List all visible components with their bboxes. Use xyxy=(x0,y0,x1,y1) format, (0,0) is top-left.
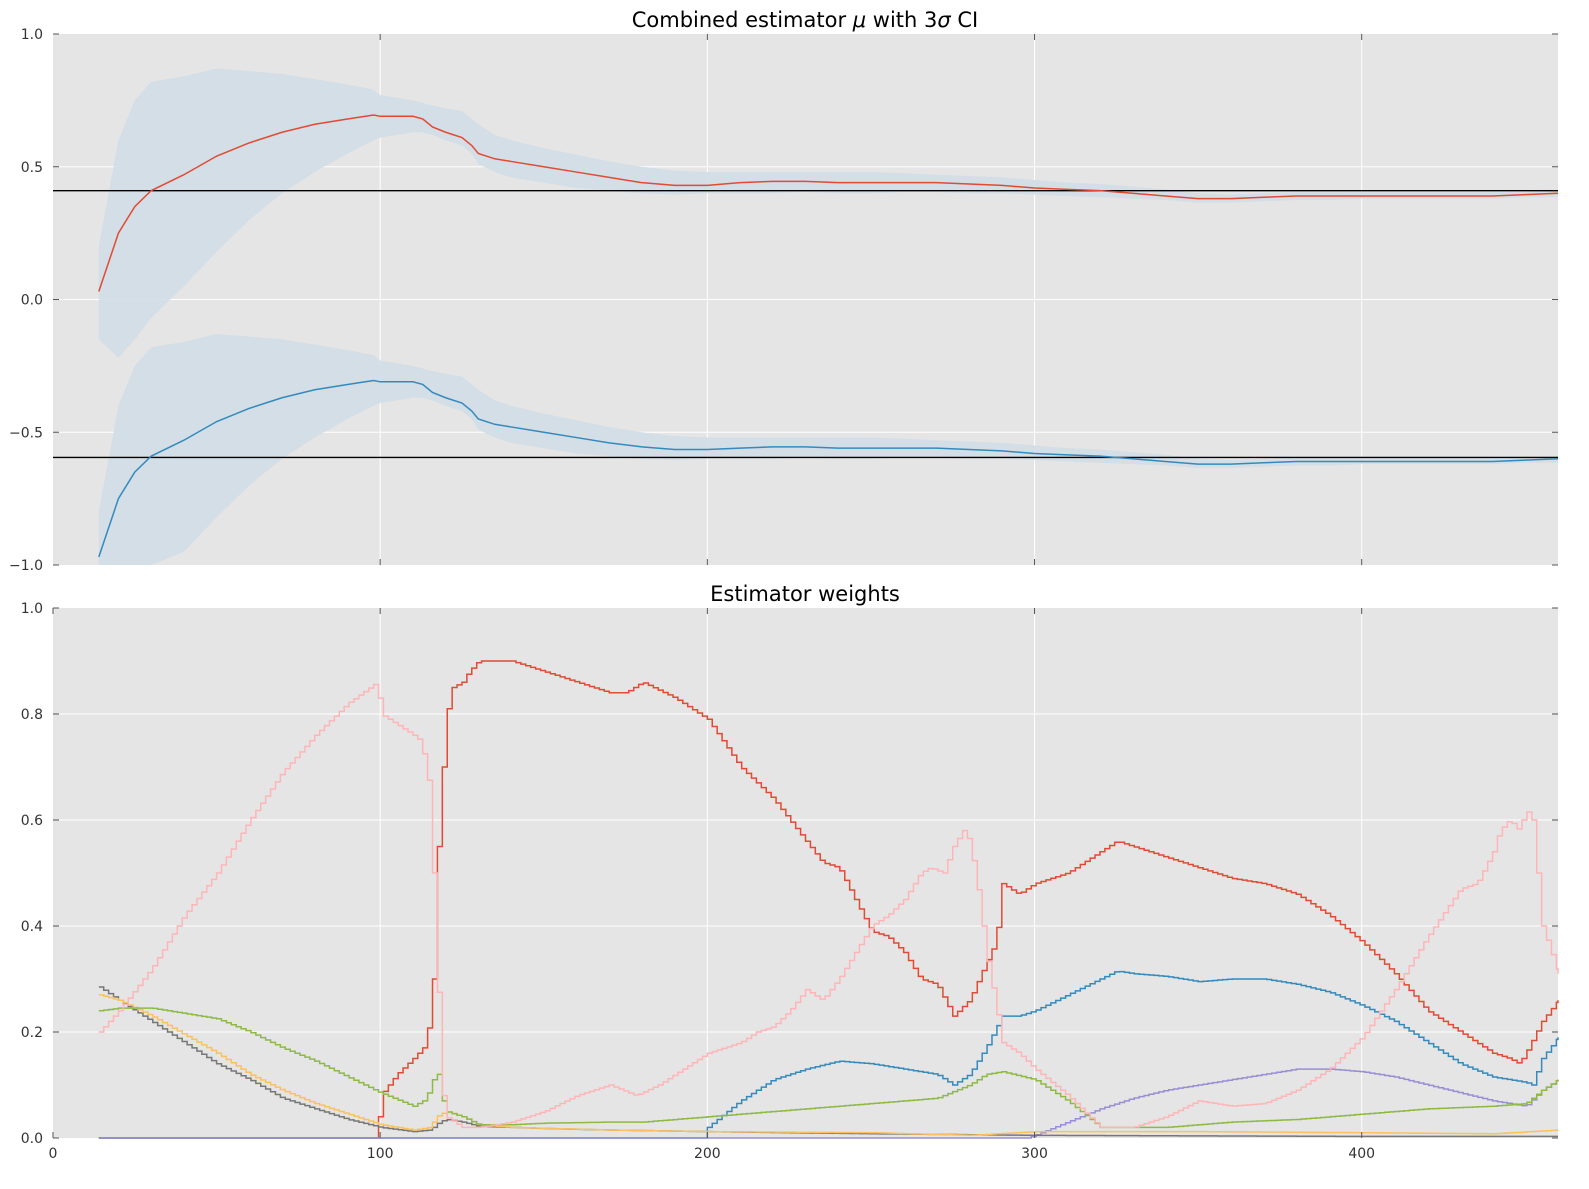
y-tick-label: −1.0 xyxy=(9,558,43,574)
bottom-ticks: 0 100 200 300 400 0.0 0.2 0.4 0.6 0.8 1.0 xyxy=(21,601,1558,1162)
top-title-part-2: with 3 xyxy=(866,8,937,32)
bottom-axes: 0 100 200 300 400 0.0 0.2 0.4 0.6 0.8 1.0 Estimato… xyxy=(21,582,1559,1162)
top-title-sigma: σ xyxy=(937,8,951,32)
top-title-mu: μ xyxy=(852,8,866,32)
top-title-part-1: Combined estimator xyxy=(632,8,853,32)
top-axes: −1.0 −0.5 0.0 0.5 1.0 Combined estimator μ w… xyxy=(9,8,1559,574)
top-chart-title: Combined estimator μ with 3σ CI xyxy=(632,8,979,32)
top-confidence-bands xyxy=(98,68,1559,565)
series-line xyxy=(98,1068,1559,1139)
series-line xyxy=(98,994,1559,1137)
series-line xyxy=(98,114,1559,292)
confidence-band xyxy=(98,68,1559,358)
y-tick-label: 0.2 xyxy=(21,1025,43,1041)
y-tick-label: 0.0 xyxy=(21,1131,43,1147)
confidence-band xyxy=(98,334,1559,565)
top-ticks: −1.0 −0.5 0.0 0.5 1.0 xyxy=(9,27,1558,574)
top-series-lines xyxy=(98,114,1559,558)
series-line xyxy=(98,660,1559,1139)
y-tick-label: 0.4 xyxy=(21,919,43,935)
series-line xyxy=(98,379,1559,558)
y-tick-label: 1.0 xyxy=(21,601,43,617)
series-line xyxy=(98,683,1559,1129)
y-tick-label: 0.5 xyxy=(21,160,43,176)
bottom-plot-area xyxy=(53,608,1558,1138)
x-tick-label: 400 xyxy=(1348,1146,1375,1162)
x-tick-label: 100 xyxy=(367,1146,394,1162)
y-tick-label: 0.8 xyxy=(21,707,43,723)
bottom-gridlines xyxy=(53,608,1558,1138)
series-line xyxy=(98,1007,1559,1129)
y-tick-label: 1.0 xyxy=(21,27,43,43)
x-tick-label: 200 xyxy=(694,1146,721,1162)
y-tick-label: −0.5 xyxy=(9,425,43,441)
top-reference-lines xyxy=(53,189,1558,459)
y-tick-label: 0.6 xyxy=(21,813,43,829)
y-tick-label: 0.0 xyxy=(21,293,43,309)
bottom-chart-title: Estimator weights xyxy=(710,582,900,606)
top-title-part-3: CI xyxy=(951,8,979,32)
x-tick-label: 300 xyxy=(1021,1146,1048,1162)
x-tick-label: 0 xyxy=(49,1146,58,1162)
bottom-series-lines xyxy=(98,660,1559,1139)
